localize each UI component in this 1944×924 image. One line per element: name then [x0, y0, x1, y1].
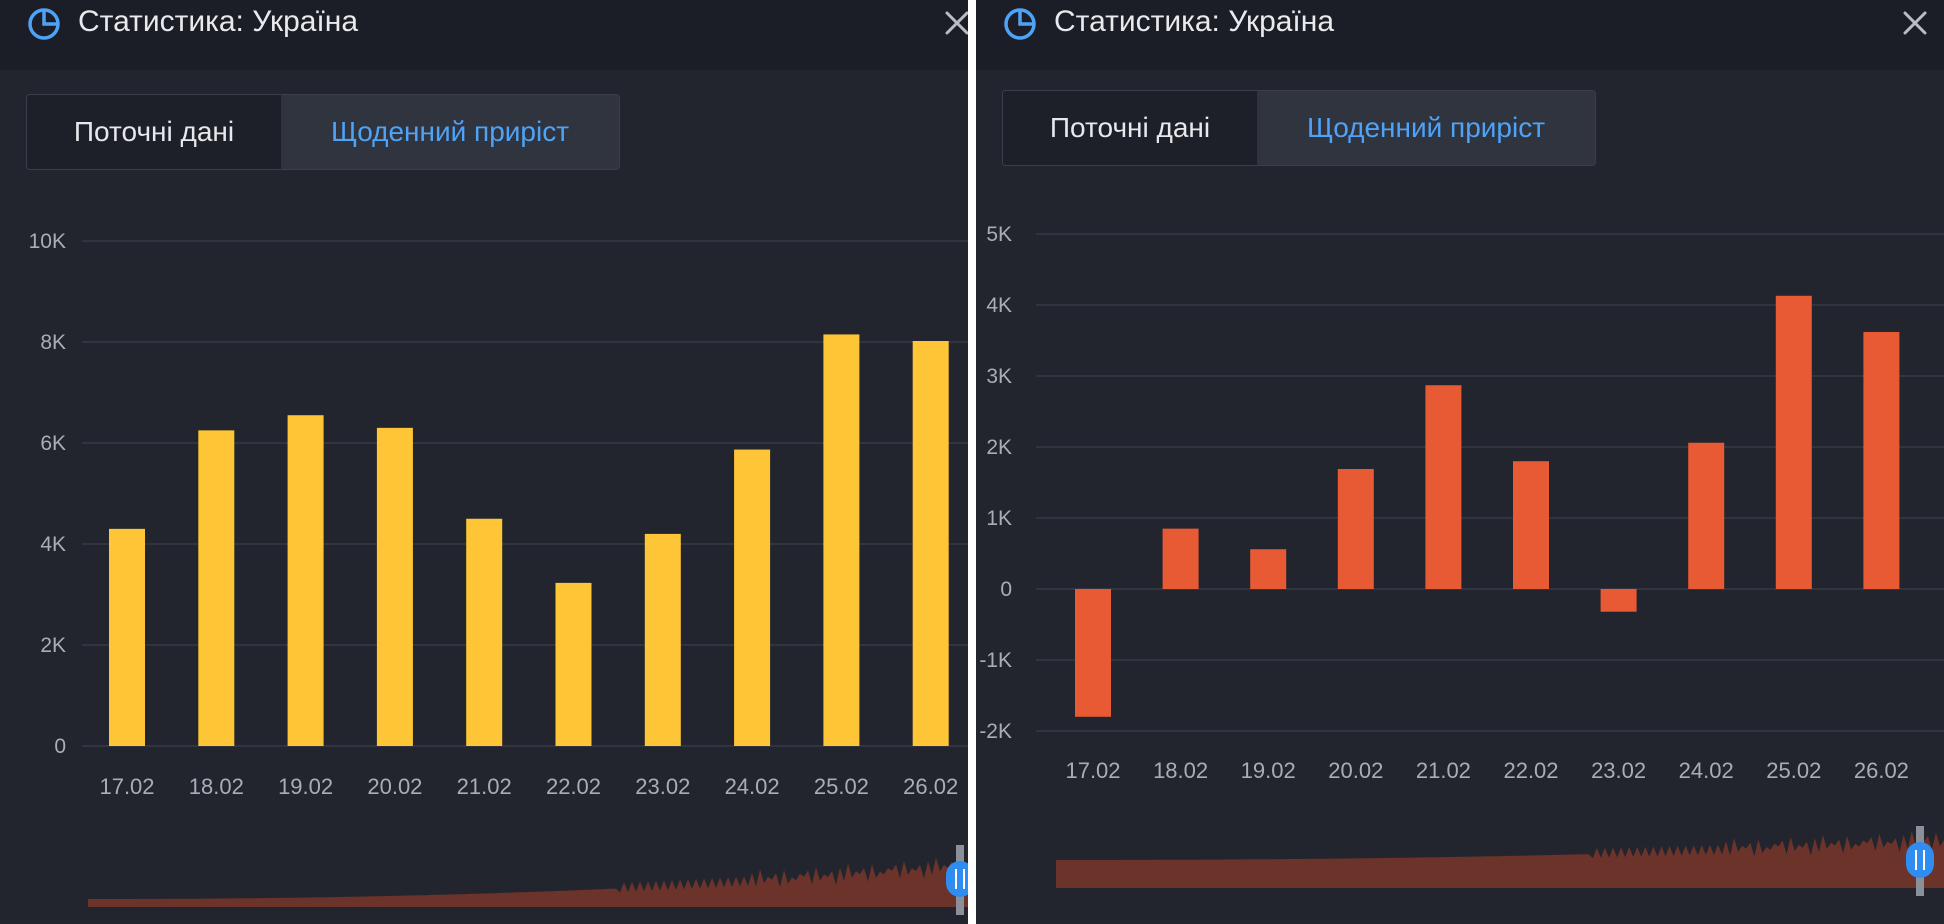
x-tick-label: 23.02	[1591, 758, 1646, 783]
bar-26.02[interactable]	[1863, 331, 1900, 589]
tab-bar: Поточні дані Щоденний приріст	[26, 94, 620, 170]
bar-25.02[interactable]	[1775, 295, 1812, 589]
tab-current-data[interactable]: Поточні дані	[1003, 91, 1257, 165]
bar-24.02[interactable]	[1688, 442, 1725, 589]
navigator-handle[interactable]	[946, 845, 968, 915]
bar-17.02[interactable]	[1075, 589, 1111, 717]
bar-21.02[interactable]	[466, 518, 503, 746]
tab-bar: Поточні дані Щоденний приріст	[1002, 90, 1596, 166]
panel-title: Статистика: Україна	[1054, 5, 1335, 38]
x-tick-label: 18.02	[1153, 758, 1208, 783]
close-icon[interactable]	[1898, 6, 1932, 40]
x-tick-label: 17.02	[99, 774, 154, 799]
x-tick-label: 21.02	[457, 774, 512, 799]
y-tick-label: -1K	[979, 649, 1012, 672]
panel-title: Статистика: Україна	[78, 5, 359, 38]
bar-20.02[interactable]	[376, 427, 413, 746]
bar-18.02[interactable]	[198, 430, 235, 746]
y-tick-label: 2K	[40, 634, 66, 657]
x-tick-label: 24.02	[725, 774, 780, 799]
bar-23.02[interactable]	[644, 533, 681, 746]
y-tick-label: -2K	[979, 720, 1012, 743]
bar-20.02[interactable]	[1337, 469, 1374, 589]
y-tick-label: 4K	[986, 294, 1012, 317]
tab-current-data[interactable]: Поточні дані	[27, 95, 281, 169]
pie-chart-icon	[1004, 8, 1036, 40]
y-tick-label: 4K	[40, 533, 66, 556]
y-tick-label: 0	[54, 735, 66, 758]
x-tick-label: 19.02	[278, 774, 333, 799]
close-icon[interactable]	[940, 6, 968, 40]
bar-19.02[interactable]	[287, 415, 324, 746]
bar-18.02[interactable]	[1162, 528, 1199, 589]
x-tick-label: 21.02	[1416, 758, 1471, 783]
bar-26.02[interactable]	[912, 340, 949, 746]
y-tick-label: 8K	[40, 331, 66, 354]
tab-daily-growth[interactable]: Щоденний приріст	[1257, 91, 1595, 165]
x-tick-label: 22.02	[546, 774, 601, 799]
panel-header: Статистика: Україна	[976, 0, 1944, 70]
y-tick-label: 6K	[40, 432, 66, 455]
x-tick-label: 20.02	[1328, 758, 1383, 783]
x-tick-label: 18.02	[189, 774, 244, 799]
navigator-series	[1056, 831, 1944, 888]
y-tick-label: 2K	[986, 436, 1012, 459]
x-tick-label: 17.02	[1065, 758, 1120, 783]
y-tick-label: 0	[1000, 578, 1012, 601]
y-tick-label: 5K	[986, 223, 1012, 246]
bar-22.02[interactable]	[1513, 461, 1549, 589]
navigator-handle[interactable]	[1906, 826, 1934, 896]
y-tick-label: 3K	[986, 365, 1012, 388]
x-tick-label: 23.02	[635, 774, 690, 799]
bar-21.02[interactable]	[1425, 385, 1462, 589]
panel-header: Статистика: Україна	[0, 0, 968, 70]
bar-25.02[interactable]	[823, 334, 860, 746]
bar-17.02[interactable]	[109, 528, 145, 746]
bar-chart-daily-cases: 0 2K 4K 6K 8K 10K 17.02 18.02 19.02 20.02 21.02 22.…	[29, 230, 968, 915]
y-tick-label: 1K	[986, 507, 1012, 530]
x-tick-label: 24.02	[1679, 758, 1734, 783]
x-tick-label: 22.02	[1503, 758, 1558, 783]
stats-panel-left: Статистика: Україна Поточні дані Щоденни…	[0, 0, 968, 924]
navigator-series	[88, 857, 968, 907]
bar-24.02[interactable]	[734, 449, 771, 746]
tab-daily-growth[interactable]: Щоденний приріст	[281, 95, 619, 169]
bar-19.02[interactable]	[1250, 549, 1287, 589]
y-tick-label: 10K	[29, 230, 66, 253]
bar-23.02[interactable]	[1600, 589, 1637, 612]
bar-22.02[interactable]	[555, 582, 592, 746]
stats-panel-right: Статистика: Україна Поточні дані Щоденни…	[976, 0, 1944, 924]
x-tick-label: 25.02	[1766, 758, 1821, 783]
pie-chart-icon	[28, 8, 60, 40]
x-tick-label: 26.02	[903, 774, 958, 799]
x-tick-label: 20.02	[367, 774, 422, 799]
x-tick-label: 25.02	[814, 774, 869, 799]
bar-chart-daily-change: -2K -1K 0 1K 2K 3K 4K 5K 17.02 18.02 19.02 20.02 21.…	[979, 223, 1944, 896]
x-tick-label: 26.02	[1854, 758, 1909, 783]
x-tick-label: 19.02	[1241, 758, 1296, 783]
